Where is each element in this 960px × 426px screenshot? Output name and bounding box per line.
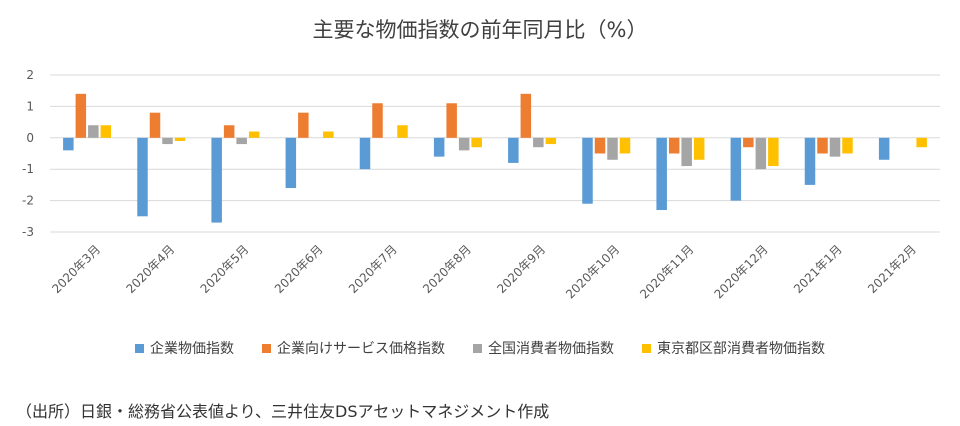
gridlines <box>50 74 940 233</box>
legend-item: 企業向けサービス価格指数 <box>262 338 445 358</box>
bar <box>359 137 371 170</box>
bar <box>471 137 482 148</box>
bar <box>248 131 260 138</box>
x-tick-label: 2020年6月 <box>272 242 326 296</box>
bar <box>743 137 754 148</box>
bar <box>804 137 816 185</box>
bar <box>397 125 408 138</box>
x-tick-label: 2020年5月 <box>198 242 252 296</box>
bar <box>668 137 680 154</box>
bar <box>63 137 74 151</box>
legend-label: 東京都区部消費者物価指数 <box>657 341 825 357</box>
bar <box>162 137 173 145</box>
y-tick-label: -2 <box>22 194 34 208</box>
x-tick-label: 2020年9月 <box>494 242 548 296</box>
chart-title: 主要な物価指数の前年同月比（%） <box>312 18 648 42</box>
bar <box>533 137 544 148</box>
x-tick-label: 2020年11月 <box>637 242 696 301</box>
bar <box>607 137 618 160</box>
bar <box>681 137 692 167</box>
bar <box>878 137 890 160</box>
legend-swatch <box>642 343 651 353</box>
x-tick-label: 2021年1月 <box>791 242 845 296</box>
x-tick-label: 2021年2月 <box>865 242 919 296</box>
bar <box>829 137 841 157</box>
bar <box>817 137 828 154</box>
bar <box>458 137 470 151</box>
bar <box>75 93 87 138</box>
source-note: （出所）日銀・総務省公表値より、三井住友DSアセットマネジメント作成 <box>16 402 550 421</box>
x-tick-label: 2020年10月 <box>563 242 622 301</box>
bar <box>656 137 667 211</box>
bar <box>594 137 606 154</box>
bar-chart: 210-1-2-3 2020年3月 2020年4月 2020年5月 2020年6月 20… <box>22 68 940 301</box>
bar <box>298 112 309 138</box>
y-tick-label: 0 <box>26 131 34 145</box>
legend-swatch <box>262 343 271 353</box>
bar <box>730 137 742 201</box>
y-axis-ticks: 2 1 0 -1 -2 -3 <box>22 68 34 239</box>
bar <box>223 125 235 138</box>
y-tick-label: -3 <box>22 225 34 239</box>
x-tick-label: 2020年12月 <box>711 242 770 301</box>
bar <box>149 112 161 138</box>
legend-item: 東京都区部消費者物価指数 <box>642 338 825 358</box>
bar <box>137 137 148 217</box>
x-axis-ticks: 2020年3月 2020年4月 2020年5月 2020年6月 2020年7月 2020年… <box>49 242 919 301</box>
bar <box>285 137 297 189</box>
x-tick-label: 2020年8月 <box>420 242 474 296</box>
x-tick-label: 2020年4月 <box>123 242 177 296</box>
bar <box>446 103 457 138</box>
bar <box>236 137 247 145</box>
bar <box>174 137 186 141</box>
legend-label: 全国消費者物価指数 <box>488 341 614 357</box>
x-tick-label: 2020年3月 <box>49 242 103 296</box>
y-tick-label: 1 <box>26 99 34 113</box>
legend: 企業物価指数 企業向けサービス価格指数 全国消費者物価指数 東京都区部消費者物価指数 <box>0 338 960 358</box>
legend-label: 企業向けサービス価格指数 <box>277 341 445 357</box>
bars <box>63 93 927 223</box>
bar <box>693 137 705 160</box>
bar <box>433 137 445 157</box>
bar <box>582 137 593 204</box>
bar <box>842 137 853 154</box>
bar <box>100 125 112 138</box>
bar <box>88 125 99 138</box>
bar <box>372 103 383 138</box>
bar <box>755 137 767 170</box>
y-tick-label: -1 <box>22 162 34 176</box>
y-tick-label: 2 <box>26 68 34 82</box>
bar <box>520 93 532 138</box>
legend-swatch <box>473 343 482 353</box>
bar <box>508 137 519 163</box>
legend-label: 企業物価指数 <box>150 341 234 357</box>
legend-item: 全国消費者物価指数 <box>473 338 614 358</box>
bar <box>768 137 779 167</box>
legend-swatch <box>135 343 144 353</box>
bar <box>916 137 927 148</box>
legend-item: 企業物価指数 <box>135 338 234 358</box>
bar <box>545 137 557 145</box>
bar <box>211 137 222 223</box>
bar <box>323 131 334 138</box>
bar <box>619 137 631 154</box>
x-tick-label: 2020年7月 <box>346 242 400 296</box>
